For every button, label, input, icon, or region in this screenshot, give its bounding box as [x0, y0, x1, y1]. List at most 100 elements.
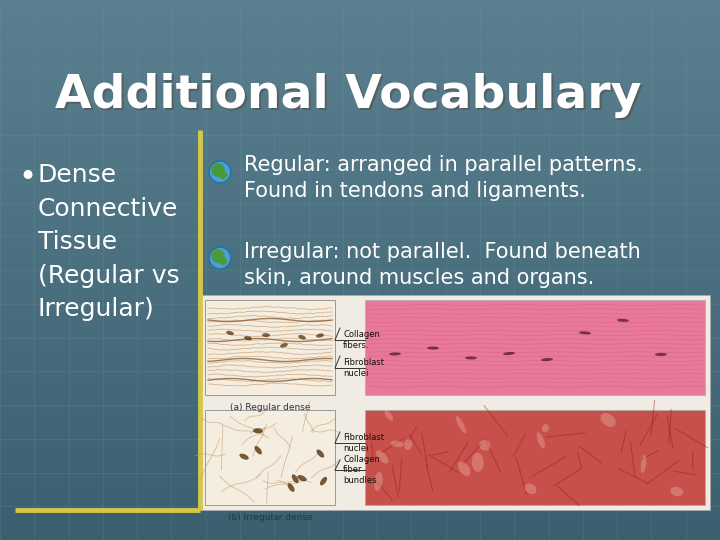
Bar [365, 300, 705, 395]
Bar [0, 108, 720, 110]
Bar [0, 211, 720, 212]
Bar [0, 128, 720, 130]
Bar [0, 533, 720, 535]
Bar [0, 511, 720, 513]
Bar [0, 88, 720, 90]
Bar [0, 351, 720, 353]
Bar [0, 198, 720, 200]
Bar [0, 72, 720, 74]
Text: Additional Vocabulary: Additional Vocabulary [57, 76, 644, 120]
Bar [0, 522, 720, 524]
Bar [0, 366, 720, 367]
Bar [0, 427, 720, 428]
Ellipse shape [239, 454, 248, 460]
Bar [0, 385, 720, 387]
Ellipse shape [427, 347, 439, 349]
Bar [0, 15, 720, 16]
Bar [0, 285, 720, 286]
Bar [0, 23, 720, 25]
Bar [0, 63, 720, 65]
Ellipse shape [320, 477, 327, 485]
Bar [0, 212, 720, 214]
Ellipse shape [391, 441, 404, 447]
Bar [0, 400, 720, 401]
Ellipse shape [404, 439, 413, 450]
Bar [0, 447, 720, 448]
Bar [0, 513, 720, 515]
Bar [0, 205, 720, 207]
Bar [0, 339, 720, 340]
Ellipse shape [262, 333, 270, 337]
Bar [0, 22, 720, 23]
Bar [0, 430, 720, 432]
Bar [0, 466, 720, 468]
Bar [0, 518, 720, 520]
Bar [0, 187, 720, 189]
Bar [0, 133, 720, 135]
Bar [0, 470, 720, 471]
Bar [0, 250, 720, 252]
Bar [0, 139, 720, 140]
Bar [0, 225, 720, 227]
Bar [0, 347, 720, 349]
Bar [0, 274, 720, 275]
Bar [0, 319, 720, 320]
Bar [0, 356, 720, 358]
Bar [0, 536, 720, 538]
Bar [0, 425, 720, 427]
Bar [0, 76, 720, 77]
Bar [0, 382, 720, 383]
Bar [0, 241, 720, 243]
Bar [0, 471, 720, 474]
Bar [0, 182, 720, 184]
Bar [0, 432, 720, 434]
Bar [0, 506, 720, 508]
Bar [0, 322, 720, 324]
Ellipse shape [297, 475, 307, 481]
Bar [0, 491, 720, 493]
Bar [0, 177, 720, 178]
Bar [0, 209, 720, 211]
Bar [0, 99, 720, 101]
Bar [0, 420, 720, 421]
Bar [0, 452, 720, 454]
Bar [0, 279, 720, 281]
Bar [0, 220, 720, 221]
Bar [0, 86, 720, 88]
Bar [0, 459, 720, 461]
Bar [0, 31, 720, 32]
Bar [0, 409, 720, 410]
Text: Additional Vocabulary: Additional Vocabulary [55, 72, 642, 118]
Bar [0, 106, 720, 108]
Bar [0, 85, 720, 86]
Bar [0, 178, 720, 180]
Bar [0, 248, 720, 250]
Bar [0, 239, 720, 241]
Bar [0, 407, 720, 409]
Bar [0, 266, 720, 268]
Bar [0, 308, 720, 309]
Bar [0, 216, 720, 218]
Bar [0, 292, 720, 293]
Bar [0, 49, 720, 50]
Bar [0, 412, 720, 414]
Bar [0, 423, 720, 425]
Bar [0, 69, 720, 70]
Bar [0, 131, 720, 133]
Ellipse shape [641, 455, 647, 473]
Bar [0, 454, 720, 455]
Bar [0, 90, 720, 92]
Bar [0, 166, 720, 167]
Bar [0, 443, 720, 444]
Bar [0, 295, 720, 297]
Circle shape [209, 247, 231, 269]
Text: Irregular: not parallel.  Found beneath
skin, around muscles and organs.: Irregular: not parallel. Found beneath s… [244, 242, 641, 288]
Bar [0, 112, 720, 113]
Bar [0, 261, 720, 263]
Circle shape [220, 172, 226, 178]
Bar [0, 147, 720, 150]
Bar [0, 101, 720, 103]
Bar [0, 441, 720, 443]
Bar [0, 497, 720, 498]
Bar [0, 313, 720, 315]
